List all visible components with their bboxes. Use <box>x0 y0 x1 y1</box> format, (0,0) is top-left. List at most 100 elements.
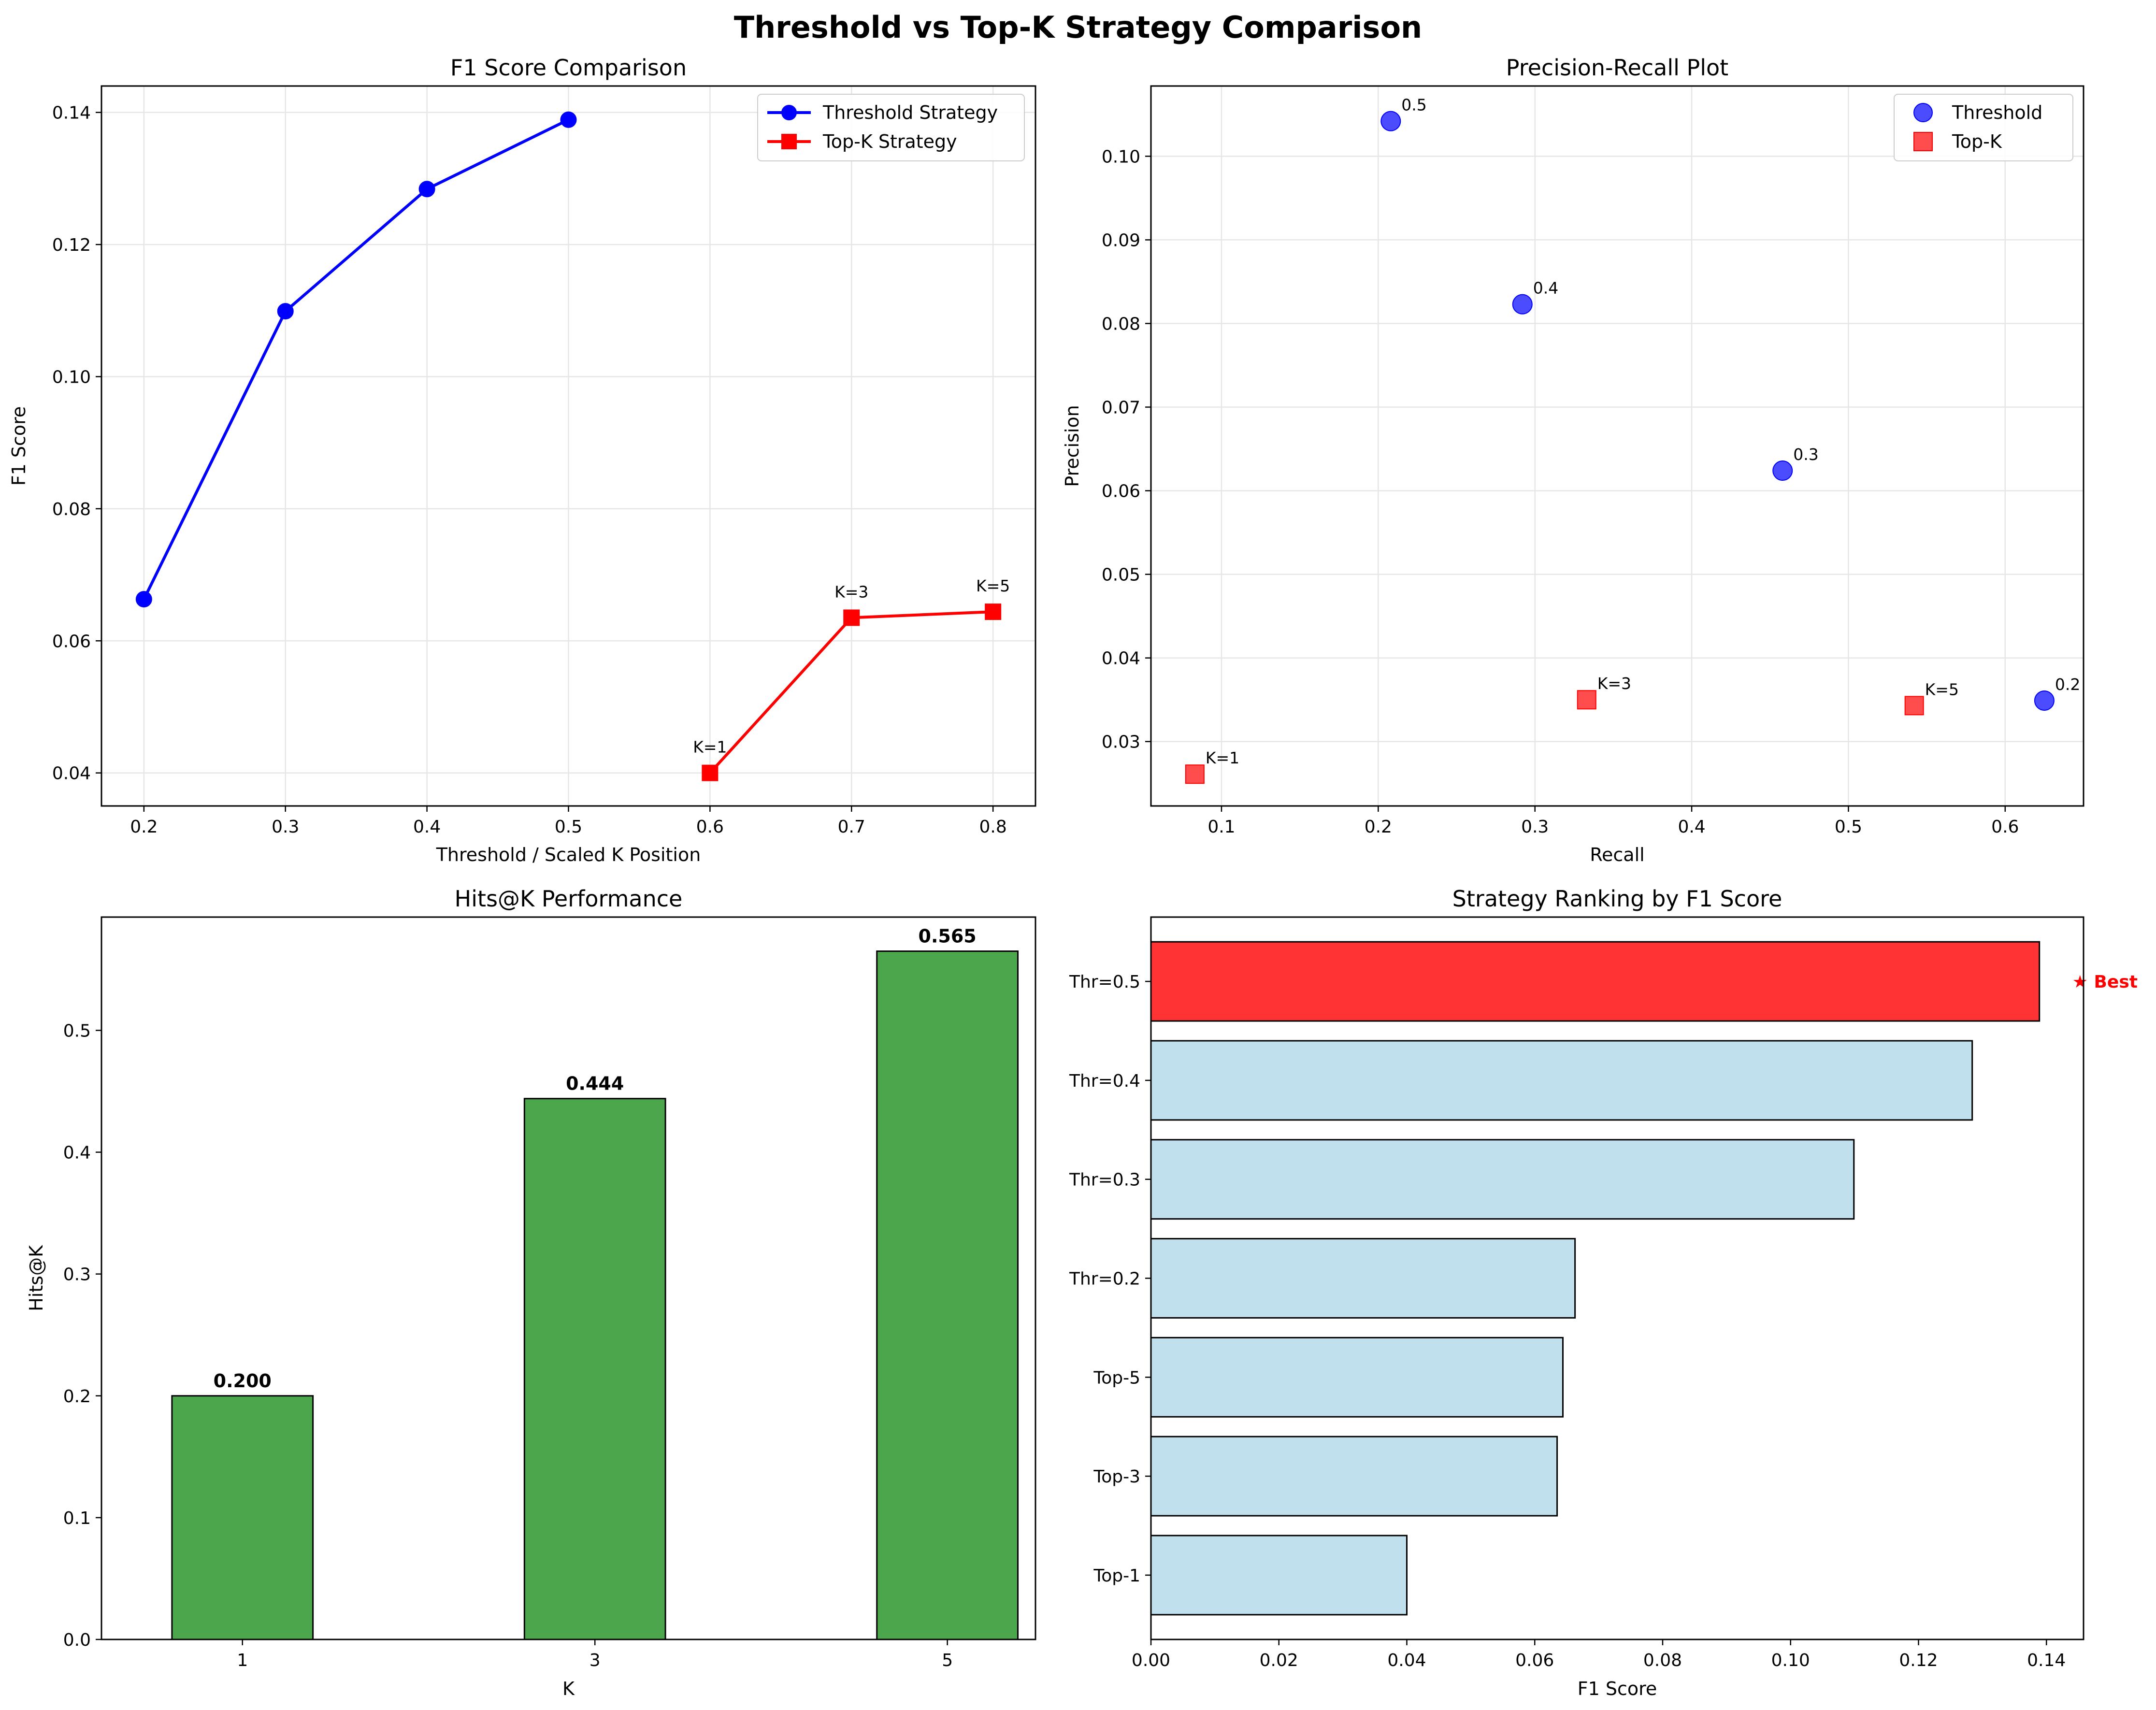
x-axis-label: K <box>562 1678 575 1699</box>
x-tick-label: 0.2 <box>1365 817 1392 837</box>
x-tick-label: 0.14 <box>2027 1651 2066 1670</box>
point-label: K=5 <box>1925 680 1959 699</box>
ranking-bar <box>1150 1238 1576 1319</box>
point-annotation: K=5 <box>976 576 1010 595</box>
panel-title: Precision-Recall Plot <box>1506 55 1728 81</box>
x-tick-label: 0.2 <box>130 817 158 837</box>
x-tick-label: 0.5 <box>1835 817 1862 837</box>
point-label: 0.2 <box>2055 675 2080 694</box>
ranking-bar <box>1150 1336 1564 1418</box>
data-point <box>418 181 435 198</box>
point-label: K=1 <box>1206 748 1239 767</box>
y-tick-label: 0.10 <box>1102 147 1140 167</box>
x-axis-label: Recall <box>1590 844 1644 865</box>
plot-frame <box>1150 916 2084 1640</box>
scatter-point <box>1904 696 1924 716</box>
point-annotation: K=1 <box>693 738 727 757</box>
x-tick-label: 0.4 <box>413 817 441 837</box>
legend-marker <box>781 134 797 149</box>
x-tick-label: 0.6 <box>696 817 724 837</box>
x-tick-label: 0.3 <box>272 817 299 837</box>
x-axis-label: F1 Score <box>1578 1678 1657 1699</box>
x-tick-label: 0.00 <box>1132 1651 1170 1670</box>
y-tick-label: Top-3 <box>1093 1467 1140 1487</box>
legend-label: Top-K Strategy <box>822 131 957 152</box>
bar-value-label: 0.565 <box>919 926 977 947</box>
x-tick-label: 0.1 <box>1207 817 1235 837</box>
scatter-point <box>1577 690 1596 710</box>
ranking-bar <box>1150 1535 1408 1616</box>
series-line-0 <box>143 118 569 600</box>
point-label: 0.3 <box>1793 445 1818 464</box>
strategy-ranking-chart: 0.00 0.02 0.04 0.06 0.08 0.10 0.12 0.14 Thr=0.5 ★… <box>1069 886 2138 1699</box>
data-point <box>135 591 152 608</box>
ranking-bar <box>1150 941 2041 1022</box>
legend-label: Threshold Strategy <box>822 102 998 123</box>
legend-box <box>1894 94 2073 161</box>
figure-title: Threshold vs Top-K Strategy Comparison <box>734 10 1422 45</box>
y-axis-label: Precision <box>1062 405 1083 487</box>
bar-value-label: 0.444 <box>566 1073 624 1094</box>
data-point <box>843 609 860 626</box>
y-tick-label: 0.03 <box>1102 733 1140 752</box>
data-point <box>702 764 719 781</box>
legend-box <box>757 94 1025 161</box>
y-tick-label: Thr=0.4 <box>1069 1071 1140 1091</box>
ranking-bar <box>1150 1139 1855 1220</box>
y-tick-label: 0.04 <box>1102 649 1140 669</box>
x-tick-label: 0.12 <box>1899 1651 1938 1670</box>
x-tick-label: 0.02 <box>1260 1651 1298 1670</box>
y-tick-label: 0.08 <box>1102 314 1140 334</box>
data-point <box>560 111 577 128</box>
x-tick-label: 0.8 <box>979 817 1007 837</box>
y-tick-label: Thr=0.3 <box>1069 1170 1140 1190</box>
y-tick-label: 0.2 <box>63 1387 91 1407</box>
x-tick-label: 0.6 <box>1991 817 2019 837</box>
legend: Threshold Strategy Top-K Strategy <box>757 94 1025 161</box>
bar-value-label: 0.200 <box>214 1370 272 1392</box>
y-tick-label: 0.07 <box>1102 398 1140 418</box>
y-tick-label: 0.10 <box>52 367 91 387</box>
ranking-bar <box>1150 1436 1558 1517</box>
scatter-point <box>1185 764 1205 784</box>
scatter-point <box>1512 294 1533 315</box>
plot-area <box>1151 86 2084 806</box>
y-tick-label: 0.1 <box>63 1509 91 1528</box>
legend-marker <box>1913 132 1933 151</box>
bar-k-1 <box>171 1395 314 1640</box>
y-tick-label: 0.0 <box>63 1630 91 1650</box>
x-tick-label: 0.4 <box>1678 817 1705 837</box>
best-label: ★ Best <box>2072 972 2138 992</box>
y-tick-label: 0.08 <box>52 500 91 519</box>
y-tick-label: Top-5 <box>1093 1368 1140 1388</box>
point-label: 0.5 <box>1401 96 1426 115</box>
x-tick-label: 0.3 <box>1521 817 1549 837</box>
x-axis-label: Threshold / Scaled K Position <box>436 844 701 865</box>
precision-recall-chart: 0.1 0.2 0.3 0.4 0.5 0.6 0.03 0.04 0.05 0.06 0.07 0.… <box>1062 55 2084 865</box>
y-tick-label: 0.06 <box>52 632 91 651</box>
scatter-point <box>2034 690 2055 711</box>
panel-title: F1 Score Comparison <box>450 55 687 81</box>
panel-title: Hits@K Performance <box>455 886 683 912</box>
x-tick-label: 0.08 <box>1643 1651 1682 1670</box>
panel-title: Strategy Ranking by F1 Score <box>1452 886 1782 912</box>
y-axis-label: Hits@K <box>26 1245 47 1311</box>
data-point <box>277 303 294 320</box>
f1-score-comparison-chart: 0.2 0.3 0.4 0.5 0.6 0.7 0.8 0.04 0.06 0.08 0.10 0.1… <box>8 55 1036 865</box>
legend-marker <box>1913 103 1933 122</box>
x-tick-label: 0.10 <box>1771 1651 1810 1670</box>
x-tick-label: 1 <box>237 1651 248 1670</box>
y-tick-label: 0.14 <box>52 103 91 123</box>
x-tick-label: 0.5 <box>555 817 582 837</box>
y-tick-label: Thr=0.2 <box>1069 1269 1140 1289</box>
y-tick-label: 0.05 <box>1102 565 1140 585</box>
y-tick-label: 0.09 <box>1102 230 1140 250</box>
y-tick-label: 0.04 <box>52 764 91 784</box>
point-annotation: K=3 <box>834 582 868 601</box>
plot-frame <box>1150 85 2084 807</box>
y-tick-label: 0.12 <box>52 235 91 255</box>
y-tick-label: 0.4 <box>63 1143 91 1163</box>
plot-frame <box>101 916 1036 1640</box>
legend-label: Top-K <box>1952 131 2002 152</box>
